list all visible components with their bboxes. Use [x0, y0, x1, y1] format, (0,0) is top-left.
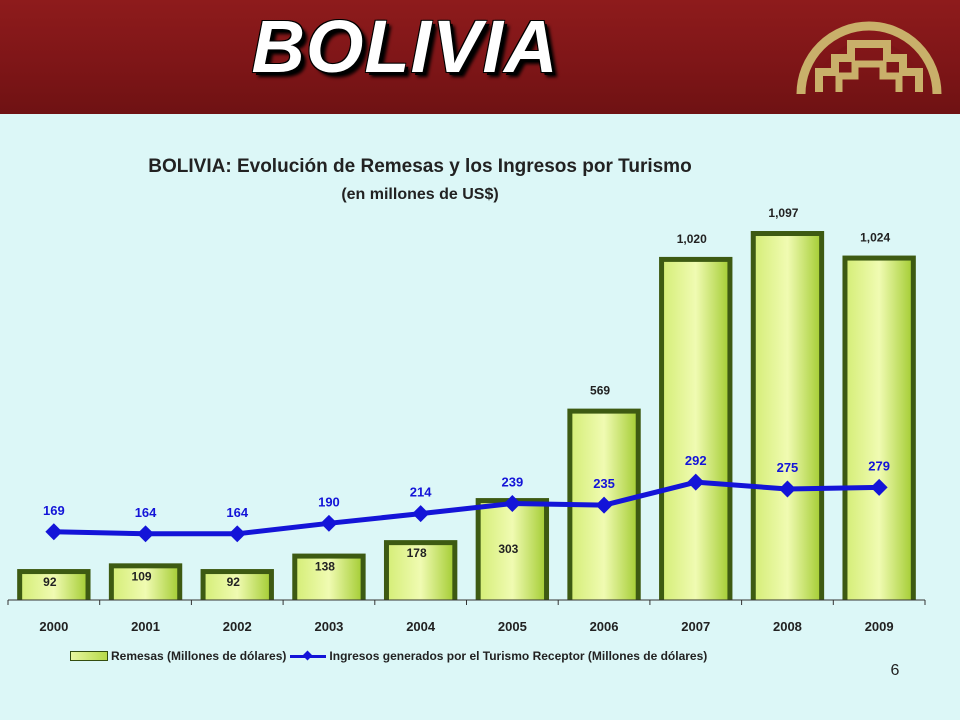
logo-icon: [796, 21, 942, 95]
x-tick-label: 2009: [865, 619, 894, 634]
line-value-label: 279: [868, 458, 890, 473]
line-marker: [870, 478, 888, 496]
line-value-label: 190: [318, 494, 340, 509]
bar-value-label: 178: [407, 546, 427, 560]
bar: [297, 558, 361, 600]
bar: [205, 574, 269, 600]
bar-value-label: 92: [43, 575, 57, 589]
page-title: BOLIVIA: [251, 5, 559, 88]
line-value-label: 164: [226, 505, 248, 520]
bar-value-label: 138: [315, 560, 335, 574]
line-value-label: 239: [501, 475, 523, 490]
line-marker: [320, 514, 338, 532]
x-tick-label: 2007: [681, 619, 710, 634]
bar: [664, 261, 728, 600]
line-value-label: 214: [410, 485, 432, 500]
x-tick-label: 2001: [131, 619, 160, 634]
x-tick-label: 2000: [39, 619, 68, 634]
bar: [480, 503, 545, 600]
line-marker: [778, 480, 796, 498]
bar-value-label: 1,020: [677, 232, 707, 246]
chart-subtitle: (en millones de US$): [341, 186, 499, 203]
chart-legend: Remesas (Millones de dólares) Ingresos g…: [70, 646, 707, 666]
page-number: 6: [890, 662, 900, 679]
line-marker: [687, 473, 705, 491]
bar: [113, 568, 178, 600]
line-marker: [137, 525, 155, 543]
x-tick-label: 2003: [314, 619, 343, 634]
legend-swatch-turismo: [290, 650, 327, 661]
bar-value-label: 92: [227, 575, 241, 589]
line-value-label: 292: [685, 453, 707, 468]
line-marker: [228, 525, 246, 543]
line-value-label: 235: [593, 476, 615, 491]
legend-label-turismo: Ingresos generados por el Turismo Recept…: [329, 649, 708, 663]
bar: [388, 545, 453, 600]
header-band: [0, 0, 960, 114]
line-value-label: 275: [777, 460, 799, 475]
x-tick-label: 2005: [498, 619, 527, 634]
legend-label-remesas: Remesas (Millones de dólares): [111, 649, 287, 663]
line-marker: [412, 505, 430, 523]
bar-value-label: 1,024: [860, 231, 890, 245]
bar: [847, 260, 911, 600]
line-series-turismo: [53, 479, 880, 537]
x-tick-label: 2008: [773, 619, 802, 634]
bar-value-label: 1,097: [768, 206, 798, 220]
line-marker: [45, 523, 63, 541]
bar-value-label: 303: [498, 542, 518, 556]
bar: [755, 236, 820, 600]
bar-value-label: 109: [132, 569, 152, 583]
line-value-label: 164: [135, 505, 157, 520]
legend-swatch-remesas: [70, 651, 108, 661]
line-marker: [595, 496, 613, 514]
x-tick-label: 2002: [223, 619, 252, 634]
bar: [22, 574, 86, 600]
chart-title: BOLIVIA: Evolución de Remesas y los Ingr…: [148, 156, 692, 177]
x-tick-label: 2006: [590, 619, 619, 634]
line-value-label: 169: [43, 503, 65, 518]
bar-value-label: 569: [590, 384, 610, 398]
x-tick-label: 2004: [406, 619, 436, 634]
